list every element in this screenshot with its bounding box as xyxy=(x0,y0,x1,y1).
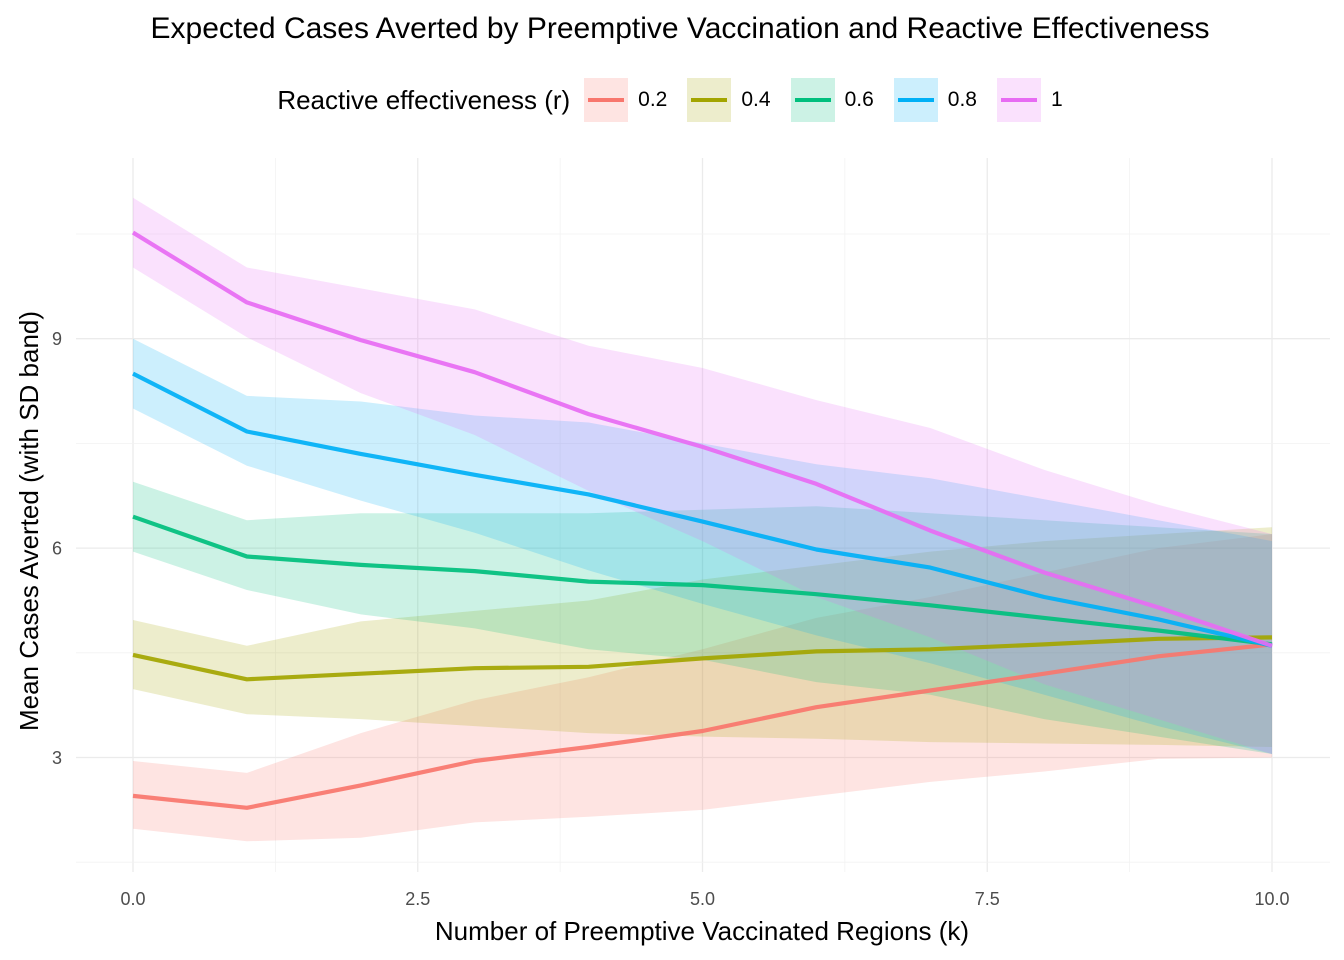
legend-title: Reactive effectiveness (r) xyxy=(277,84,571,115)
mean-line-1 xyxy=(131,230,1273,648)
x-tick-label: 5.0 xyxy=(690,889,715,909)
y-tick-label: 3 xyxy=(52,748,62,768)
sd-band-1 xyxy=(133,197,1272,754)
legend-key xyxy=(584,78,629,122)
x-axis-title: Number of Preemptive Vaccinated Regions … xyxy=(435,916,969,946)
sd-band-0.8 xyxy=(133,338,1272,754)
legend: Reactive effectiveness (r) 0.2 0.4 0.6 0.8 1 xyxy=(0,78,1344,122)
x-tick-label: 0.0 xyxy=(120,889,145,909)
mean-line-0.8 xyxy=(132,371,1273,648)
legend-key xyxy=(996,78,1041,122)
grid xyxy=(76,158,1330,872)
x-tick-label: 10.0 xyxy=(1254,889,1289,909)
mean-line-0.4 xyxy=(132,635,1273,682)
legend-key xyxy=(893,78,938,122)
chart-title: Expected Cases Averted by Preemptive Vac… xyxy=(150,12,1210,45)
y-tick-labels: 3 6 9 xyxy=(52,329,62,768)
mean-lines xyxy=(131,230,1273,810)
legend-label: 0.8 xyxy=(947,88,977,111)
x-tick-label: 7.5 xyxy=(975,889,1000,909)
x-tick-label: 2.5 xyxy=(405,889,430,909)
y-tick-label: 6 xyxy=(52,539,62,559)
legend-items: 0.2 0.4 0.6 0.8 1 xyxy=(584,78,1083,122)
legend-item-1: 1 xyxy=(996,78,1063,122)
legend-item-0.6: 0.6 xyxy=(790,78,874,122)
legend-label: 1 xyxy=(1050,88,1063,111)
legend-key xyxy=(687,78,732,122)
legend-key xyxy=(790,78,835,122)
x-tick-labels: 0.0 2.5 5.0 7.5 10.0 xyxy=(120,889,1289,909)
legend-item-0.2: 0.2 xyxy=(584,78,667,122)
legend-item-0.8: 0.8 xyxy=(893,78,977,122)
legend-label: 0.2 xyxy=(638,88,668,111)
y-tick-label: 9 xyxy=(52,329,62,349)
legend-label: 0.6 xyxy=(844,88,874,111)
mean-line-0.6 xyxy=(132,514,1273,647)
legend-item-0.4: 0.4 xyxy=(687,78,771,122)
mean-line-0.2 xyxy=(132,642,1273,810)
y-axis-title: Mean Cases Averted (with SD band) xyxy=(14,311,44,731)
legend-label: 0.4 xyxy=(741,88,771,111)
